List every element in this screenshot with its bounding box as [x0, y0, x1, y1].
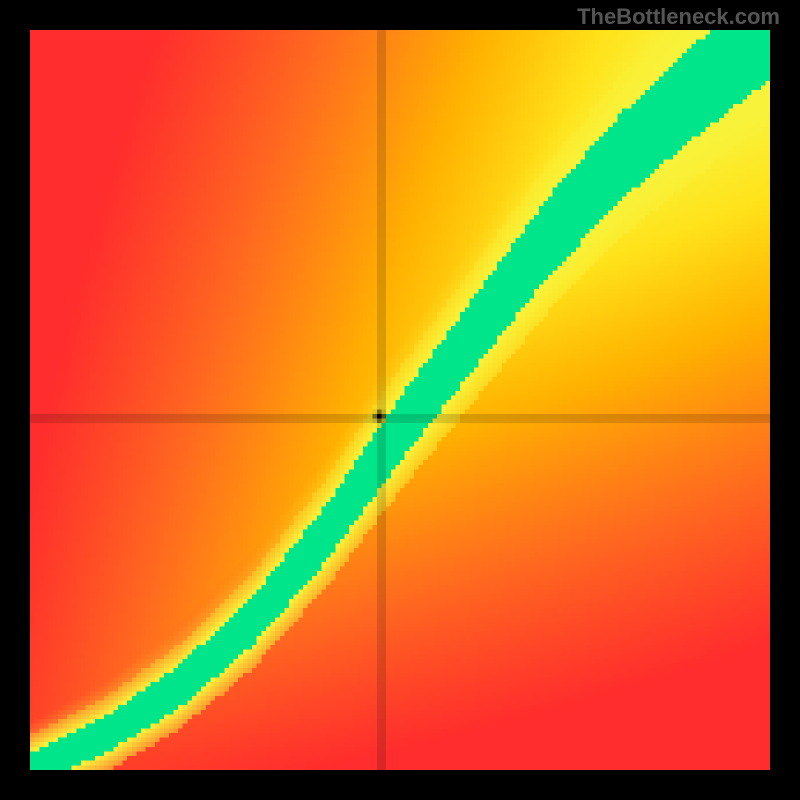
- watermark-text: TheBottleneck.com: [577, 4, 780, 30]
- bottleneck-heatmap: [30, 30, 770, 770]
- figure-container: TheBottleneck.com: [0, 0, 800, 800]
